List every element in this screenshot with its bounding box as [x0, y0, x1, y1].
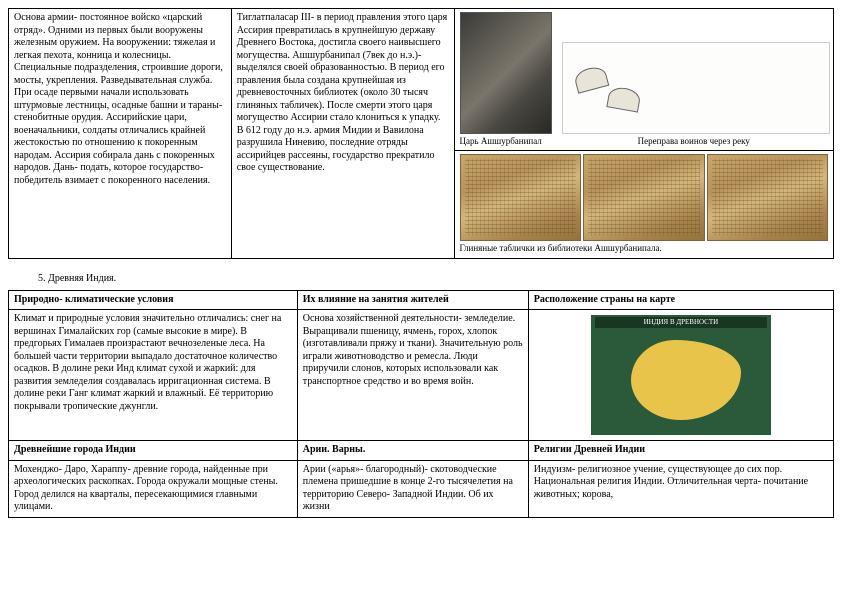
header-climate: Природно- климатические условия: [9, 290, 298, 310]
statue-image: [460, 12, 552, 134]
army-cell: Основа армии- постоянное войско «царский…: [9, 9, 232, 259]
section-5-title: 5. Древняя Индия.: [38, 273, 834, 284]
india-table: Природно- климатические условия Их влиян…: [8, 290, 834, 518]
tablets-caption: Глиняные таблички из библиотеки Ашшурбан…: [460, 243, 829, 254]
religion-text: Индуизм- религиозное учение, существующе…: [534, 464, 808, 500]
header-map: Расположение страны на карте: [528, 290, 833, 310]
swim-caption: Переправа воинов через реку: [560, 136, 829, 147]
climate-cell: Климат и природные условия значительно о…: [9, 310, 298, 441]
religion-cell: Индуизм- религиозное учение, существующе…: [528, 460, 833, 517]
statue-caption: Царь Ашшурбанипал: [460, 136, 550, 147]
clay-tablet-image: [460, 154, 582, 241]
river-crossing-image: [562, 42, 831, 134]
header-influence: Их влияние на занятия жителей: [297, 290, 528, 310]
map-title: ИНДИЯ В ДРЕВНОСТИ: [595, 317, 767, 328]
influence-cell: Основа хозяйственной деятельности- земле…: [297, 310, 528, 441]
cities-cell: Мохенджо- Даро, Хараппу- древние города,…: [9, 460, 298, 517]
aryans-text: Арии («арья»- благородный)- скотоводческ…: [303, 464, 513, 513]
header-cities: Древнейшие города Индии: [9, 441, 298, 461]
map-cell: ИНДИЯ В ДРЕВНОСТИ: [528, 310, 833, 441]
climate-text: Климат и природные условия значительно о…: [14, 313, 281, 412]
header-religion: Религии Древней Индии: [528, 441, 833, 461]
header-aryans: Арии. Варны.: [297, 441, 528, 461]
images-top-cell: Царь Ашшурбанипал Переправа воинов через…: [454, 9, 834, 151]
kings-text: Тиглатпаласар III- в период правления эт…: [237, 12, 448, 173]
india-map-image: ИНДИЯ В ДРЕВНОСТИ: [591, 315, 771, 435]
tablets-cell: Глиняные таблички из библиотеки Ашшурбан…: [454, 151, 834, 258]
cities-text: Мохенджо- Даро, Хараппу- древние города,…: [14, 464, 278, 513]
clay-tablet-image: [583, 154, 705, 241]
clay-tablet-image: [707, 154, 829, 241]
aryans-cell: Арии («арья»- благородный)- скотоводческ…: [297, 460, 528, 517]
kings-cell: Тиглатпаласар III- в период правления эт…: [231, 9, 454, 259]
influence-text: Основа хозяйственной деятельности- земле…: [303, 313, 523, 387]
army-text: Основа армии- постоянное войско «царский…: [14, 12, 223, 186]
assyria-table: Основа армии- постоянное войско «царский…: [8, 8, 834, 259]
